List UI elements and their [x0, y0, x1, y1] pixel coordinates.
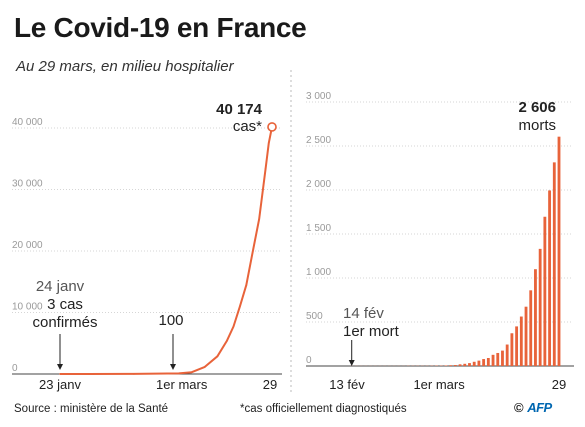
- y-tick-label: 2 000: [306, 179, 331, 190]
- bar: [477, 360, 481, 366]
- annotation-label: cas*: [233, 118, 262, 135]
- annotation-arrowhead: [170, 364, 176, 370]
- data-point: [267, 122, 277, 132]
- bar: [519, 316, 523, 366]
- annotation-arrowhead: [57, 364, 63, 370]
- bar: [472, 361, 476, 366]
- bar: [482, 359, 486, 366]
- y-tick-label: 20 000: [12, 240, 43, 251]
- y-tick-label: 30 000: [12, 179, 43, 190]
- source-note: Source : ministère de la Santé: [14, 403, 169, 415]
- series-line: [60, 126, 273, 375]
- bar: [529, 290, 533, 366]
- data-point: [178, 372, 180, 375]
- footnote: *cas officiellement diagnostiqués: [240, 403, 407, 415]
- x-tick-label: 13 fév: [329, 377, 365, 392]
- y-tick-label: 10 000: [12, 302, 43, 313]
- credit: © AFP: [514, 400, 552, 415]
- data-point: [59, 373, 61, 375]
- annotation-label: 1er mort: [343, 323, 400, 340]
- y-tick-label: 40 000: [12, 117, 43, 128]
- bar: [449, 365, 453, 366]
- bar: [534, 269, 537, 366]
- data-point: [264, 167, 267, 170]
- x-tick-label: 1er mars: [156, 377, 208, 392]
- data-point: [226, 339, 228, 342]
- data-point: [239, 305, 241, 308]
- bar: [552, 162, 556, 366]
- x-tick-label: 29: [263, 377, 277, 392]
- data-point: [232, 325, 235, 328]
- bar: [453, 365, 457, 366]
- annotation-label: morts: [519, 117, 557, 134]
- annotation-label: 24 janv: [36, 278, 85, 295]
- afp-logo: AFP: [527, 400, 552, 415]
- data-point: [216, 355, 219, 358]
- annotation-arrowhead: [348, 360, 355, 366]
- bar: [468, 363, 471, 366]
- page-title: Le Covid-19 en France: [14, 12, 307, 43]
- bar: [501, 350, 504, 366]
- bar: [505, 344, 509, 366]
- bar: [463, 363, 467, 366]
- data-point: [190, 371, 193, 374]
- y-tick-label: 2 500: [306, 135, 331, 146]
- annotation-label: 40 174: [216, 101, 263, 118]
- bar: [538, 248, 542, 366]
- bar: [548, 190, 551, 366]
- y-tick-label: 1 000: [306, 267, 331, 278]
- annotation-label: 14 fév: [343, 305, 384, 322]
- bar: [458, 364, 462, 366]
- bar: [444, 365, 448, 366]
- data-point: [133, 373, 135, 375]
- deaths-bar-chart: 0 500 1 000 1 500 2 000 2 500 3 000 13 fév 1er m…: [306, 91, 574, 392]
- bar: [486, 357, 490, 366]
- bar: [524, 306, 528, 366]
- copyright-symbol: ©: [514, 400, 524, 415]
- data-point: [267, 142, 270, 144]
- bar: [510, 333, 514, 366]
- annotation-label: 100: [158, 312, 183, 329]
- x-tick-label: 29: [552, 377, 566, 392]
- data-point: [203, 366, 206, 368]
- bar: [515, 326, 519, 366]
- x-tick-label: 23 janv: [39, 377, 81, 392]
- data-point: [258, 218, 260, 220]
- bar: [557, 136, 561, 366]
- bar: [491, 354, 495, 366]
- page-subtitle: Au 29 mars, en milieu hospitalier: [16, 58, 234, 75]
- x-tick-label: 1er mars: [413, 377, 465, 392]
- y-tick-label: 1 500: [306, 223, 331, 234]
- annotation-label: 2 606: [518, 99, 556, 116]
- y-tick-label: 3 000: [306, 91, 331, 102]
- bar: [496, 352, 500, 366]
- data-point: [245, 284, 248, 286]
- y-tick-label: 0: [306, 355, 312, 366]
- y-tick-label: 500: [306, 311, 323, 322]
- cases-line-chart: 0 10 000 20 000 30 000 40 000 23 janv 1er mars…: [12, 101, 282, 392]
- bar: [543, 216, 547, 366]
- annotation-label: 3 cas: [47, 296, 83, 313]
- data-point: [251, 251, 254, 253]
- annotation-label: confirmés: [32, 314, 97, 331]
- y-tick-label: 0: [12, 363, 18, 374]
- data-point: [88, 373, 90, 375]
